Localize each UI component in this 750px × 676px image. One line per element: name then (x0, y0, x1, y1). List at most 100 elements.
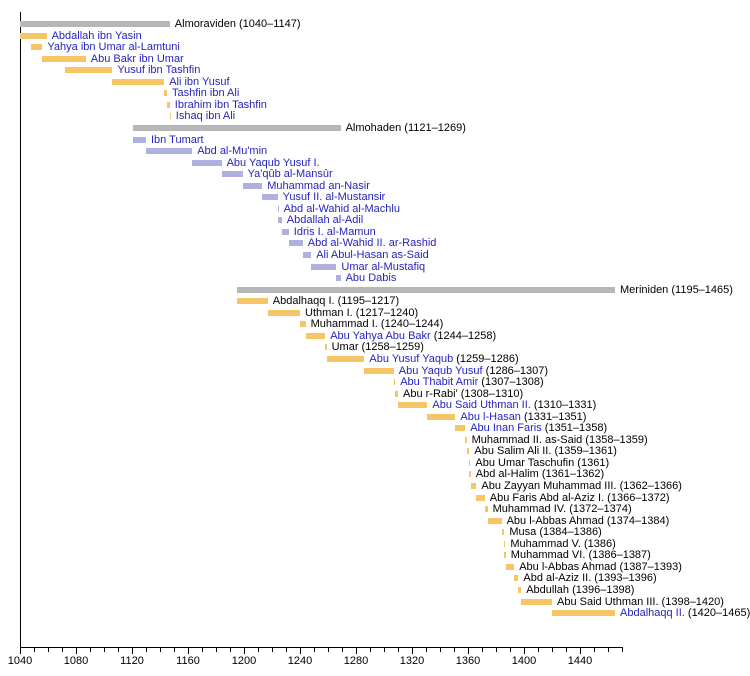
axis-minor-tick (272, 648, 273, 652)
ruler-name[interactable]: Abu Bakr ibn Umar (90, 53, 184, 65)
ruler-row-label: Yahya ibn Umar al-Lamtuni (47, 41, 179, 53)
ruler-row-label: Idris I. al-Mamun (294, 226, 376, 238)
ruler-row-label: Abu Yaqub Yusuf (1286–1307) (399, 365, 548, 377)
axis-minor-tick (608, 648, 609, 652)
ruler-row-label: Ibrahim ibn Tashfin (175, 99, 267, 111)
ruler-name[interactable]: Yusuf II. al-Mustansir (282, 191, 386, 203)
axis-minor-tick (440, 648, 441, 652)
ruler-name[interactable]: Abu Dabis (345, 272, 397, 284)
ruler-row-label: Abdalhaqq I. (1195–1217) (273, 295, 399, 307)
axis-minor-tick (314, 648, 315, 652)
ruler-row-label: Abu l-Hasan (1331–1351) (460, 411, 586, 423)
axis-major-tick (132, 648, 133, 654)
dynasty-name: Meriniden (620, 284, 669, 296)
reign-dates: (1258–1259) (358, 341, 424, 353)
ruler-name[interactable]: Abu Said Uthman II. (432, 399, 531, 411)
ruler-row-label: Yusuf II. al-Mustansir (283, 191, 386, 203)
axis-tick-label: 1080 (63, 655, 89, 667)
ruler-name[interactable]: Ali Abul-Hasan as-Said (316, 249, 429, 261)
axis-major-tick (188, 648, 189, 654)
ruler-name[interactable]: Ibn Tumart (151, 134, 204, 146)
axis-minor-tick (426, 648, 427, 652)
reign-bar (305, 333, 326, 339)
ruler-name[interactable]: Ali ibn Yusuf (169, 76, 230, 88)
reign-dates: (1259–1286) (453, 353, 519, 365)
reign-bar (455, 425, 466, 431)
ruler-row-label: Abu Faris Abd al-Aziz I. (1366–1372) (490, 492, 670, 504)
ruler-name[interactable]: Abu Yahya Abu Bakr (330, 330, 431, 342)
ruler-row-label: Abd al-Halim (1361–1362) (476, 468, 604, 480)
reign-bar (364, 368, 394, 374)
axis-minor-tick (216, 648, 217, 652)
ruler-row-label: Abd al-Aziz II. (1393–1396) (523, 572, 656, 584)
ruler-name[interactable]: Abdalhaqq II. (620, 607, 685, 619)
reign-bar (484, 506, 488, 512)
ruler-row-label: Abu r-Rabi' (1308–1310) (403, 388, 523, 400)
axis-minor-tick (328, 648, 329, 652)
ruler-name[interactable]: Abd al-Wahid al-Machlu (283, 203, 400, 215)
reign-bar (267, 310, 300, 316)
axis-minor-tick (482, 648, 483, 652)
ruler-name[interactable]: Muhammad an-Nasir (267, 180, 370, 192)
ruler-name: Abu Said Uthman III. (557, 596, 659, 608)
ruler-name: Muhammad IV. (492, 503, 567, 515)
ruler-name[interactable]: Idris I. al-Mamun (293, 226, 376, 238)
ruler-name[interactable]: Yahya ibn Umar al-Lamtuni (47, 41, 180, 53)
dynasty-row-label: Almohaden (1121–1269) (346, 122, 466, 134)
reign-dates: (1387–1393) (616, 561, 682, 573)
ruler-name[interactable]: Abu Inan Faris (470, 422, 542, 434)
axis-minor-tick (202, 648, 203, 652)
ruler-name[interactable]: Abu Yusuf Yaqub (369, 353, 454, 365)
ruler-name[interactable]: Abu l-Hasan (460, 411, 521, 423)
ruler-name[interactable]: Abu Yaqub Yusuf (398, 365, 483, 377)
axis-minor-tick (398, 648, 399, 652)
ruler-row-label: Abu Zayyan Muhammad III. (1362–1366) (481, 480, 682, 492)
reign-dates: (1217–1240) (352, 307, 419, 319)
axis-minor-tick (230, 648, 231, 652)
ruler-name[interactable]: Ishaq ibn Ali (175, 110, 236, 122)
ruler-row-label: Abu Said Uthman II. (1310–1331) (432, 399, 596, 411)
ruler-name[interactable]: Abdallah ibn Yasin (51, 30, 142, 42)
ruler-name[interactable]: Abd al-Wahid II. ar-Rashid (307, 237, 437, 249)
reign-bar (427, 414, 456, 420)
ruler-name[interactable]: Umar al-Mustafiq (341, 261, 426, 273)
reign-bar (504, 552, 506, 558)
axis-minor-tick (622, 648, 623, 652)
axis-major-tick (76, 648, 77, 654)
reign-bar (277, 206, 279, 212)
ruler-name[interactable]: Abd al-Mu'min (197, 145, 268, 157)
ruler-name[interactable]: Abu Yaqub Yusuf I. (226, 157, 320, 169)
axis-minor-tick (342, 648, 343, 652)
reign-bar (112, 79, 165, 85)
ruler-name[interactable]: Ya'qûb al-Mansûr (247, 168, 333, 180)
reign-dates: (1195–1217) (334, 295, 400, 307)
ruler-name[interactable]: Tashfin ibn Ali (172, 87, 240, 99)
ruler-row-label: Musa (1384–1386) (509, 526, 601, 538)
reign-bar (326, 356, 365, 362)
ruler-name[interactable]: Yusuf ibn Tashfin (117, 64, 201, 76)
y-axis-line (20, 12, 21, 648)
ruler-row-label: Yusuf ibn Tashfin (117, 64, 200, 76)
ruler-name[interactable]: Ibrahim ibn Tashfin (174, 99, 267, 111)
ruler-row-label: Abu Yusuf Yaqub (1259–1286) (369, 353, 518, 365)
axis-minor-tick (104, 648, 105, 652)
axis-minor-tick (48, 648, 49, 652)
ruler-name[interactable]: Abu Thabit Amir (400, 376, 479, 388)
axis-major-tick (20, 648, 21, 654)
reign-bar (504, 541, 506, 547)
reign-bar (470, 483, 477, 489)
axis-minor-tick (510, 648, 511, 652)
ruler-row-label: Muhammad II. as-Said (1358–1359) (472, 434, 648, 446)
reign-dates: (1420–1465) (684, 607, 750, 619)
ruler-row-label: Muhammad I. (1240–1244) (311, 318, 444, 330)
reign-dates: (1374–1384) (603, 515, 670, 527)
reign-bar (64, 67, 113, 73)
axis-minor-tick (34, 648, 35, 652)
reign-bar (395, 391, 398, 397)
reign-bar (469, 471, 471, 477)
ruler-row-label: Abdullah (1396–1398) (526, 584, 634, 596)
ruler-row-label: Ali ibn Yusuf (169, 76, 229, 88)
ruler-row-label: Abu Said Uthman III. (1398–1420) (557, 596, 724, 608)
ruler-name[interactable]: Abdallah al-Adil (286, 214, 364, 226)
reign-bar (476, 495, 485, 501)
